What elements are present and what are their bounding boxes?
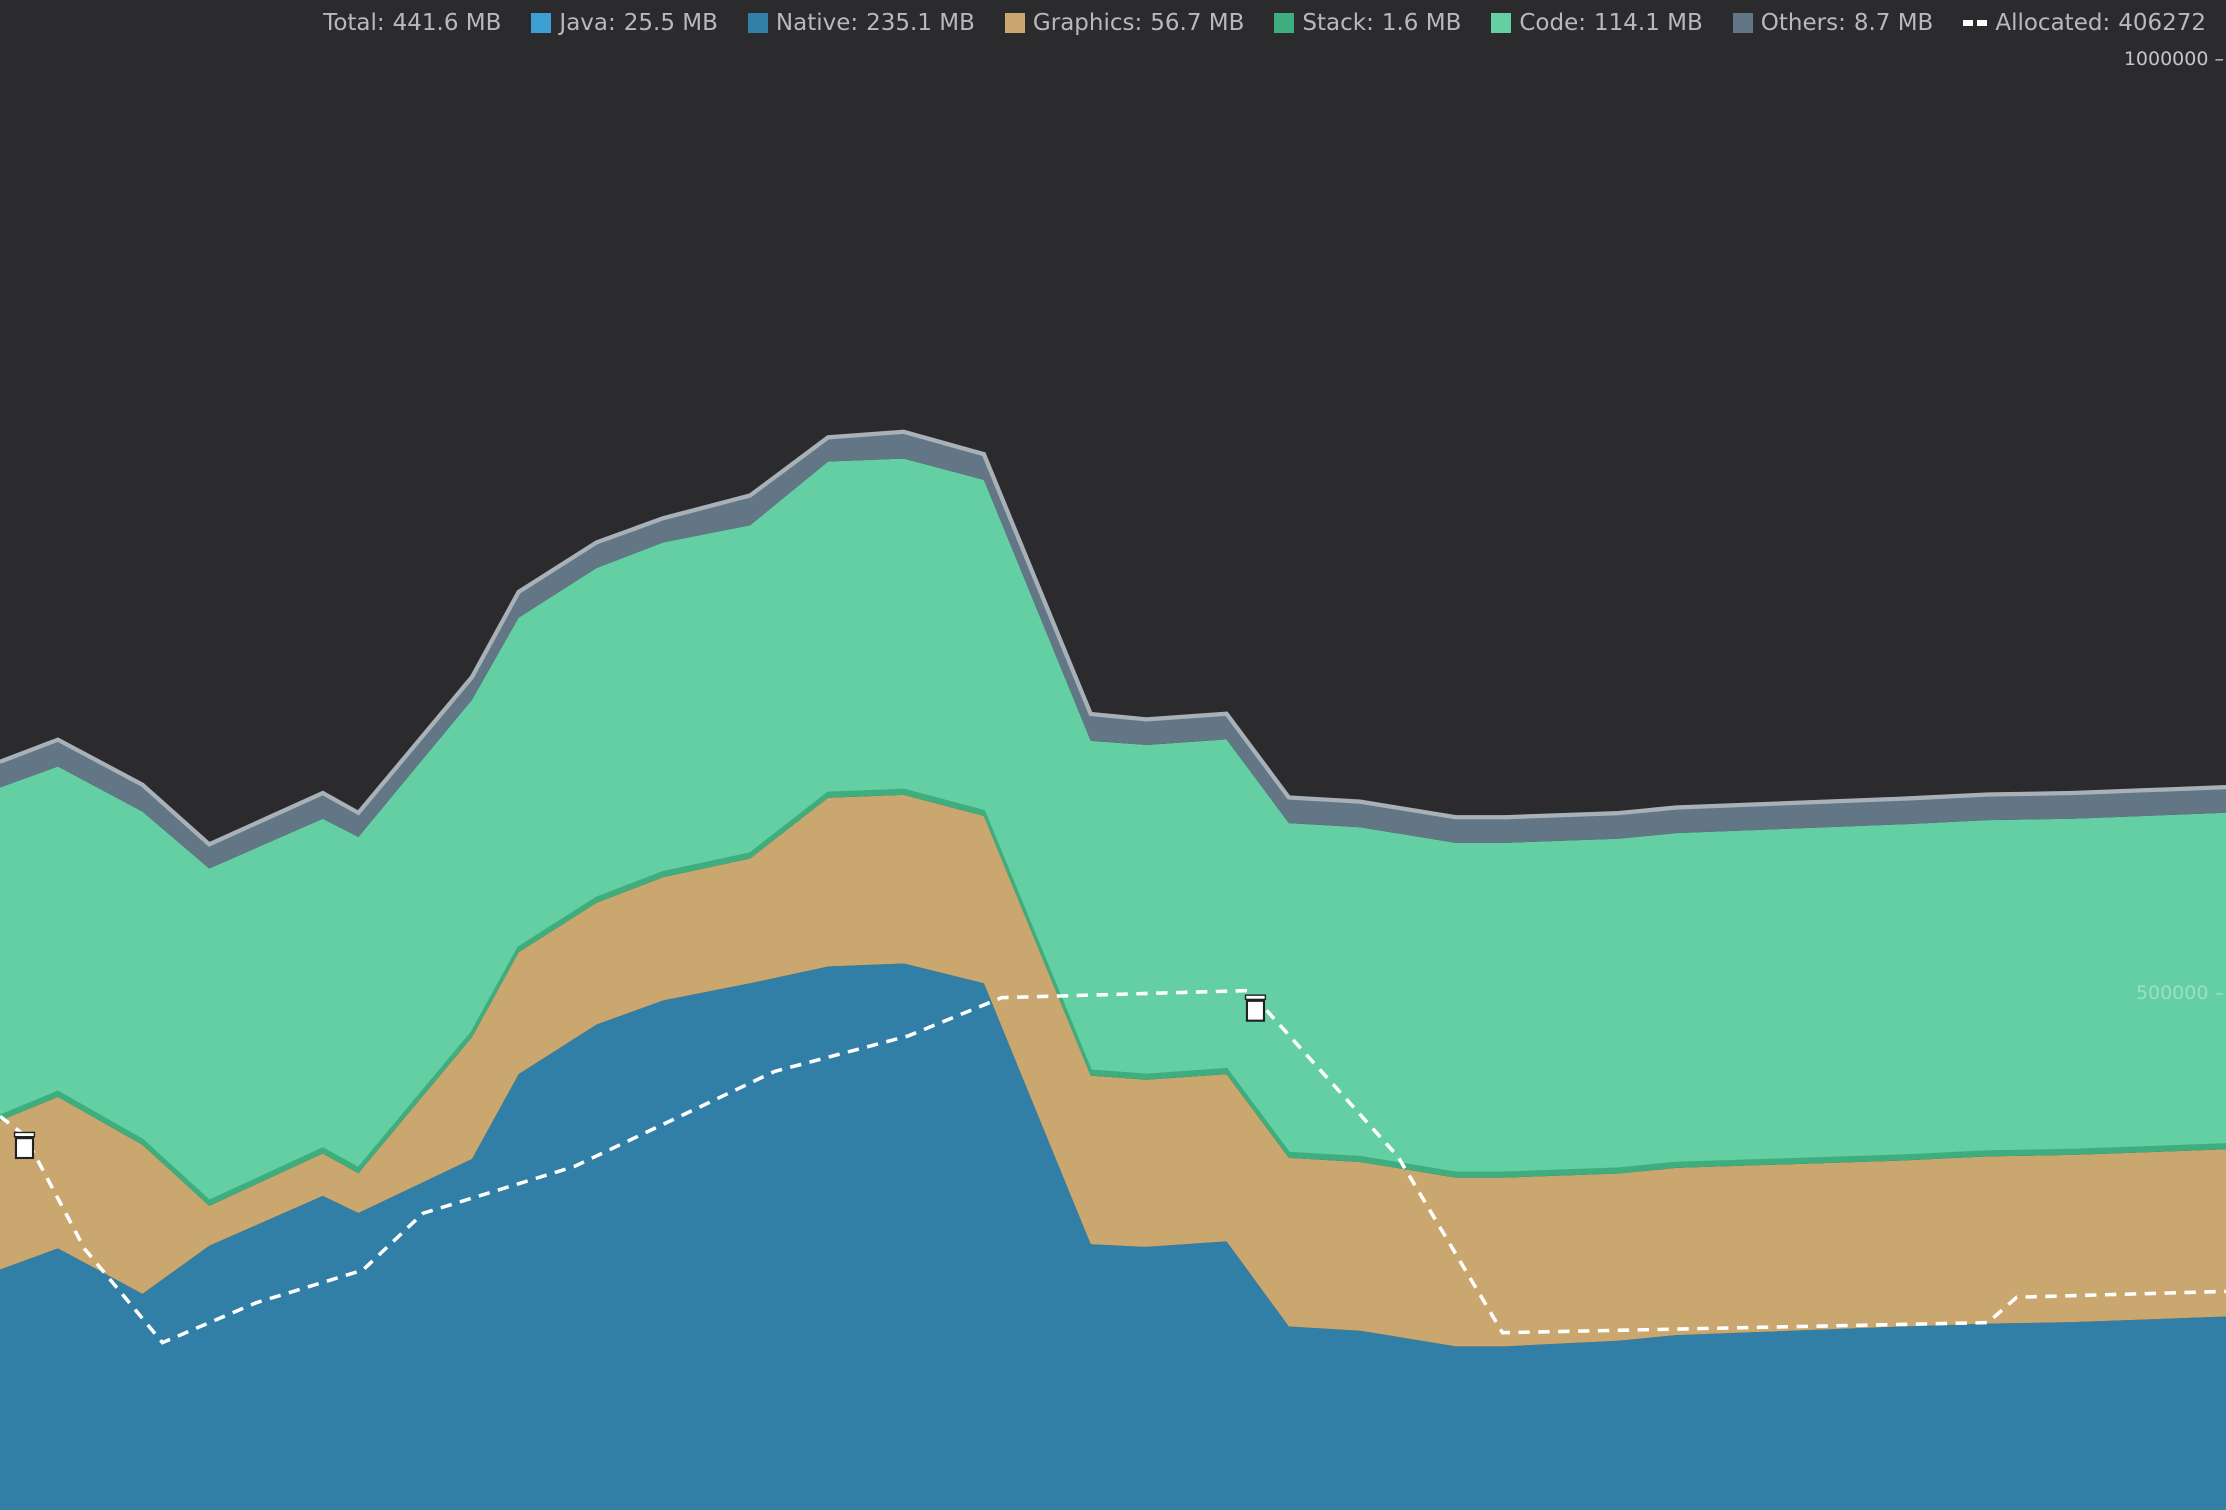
right-axis-tick-1000000: 1000000 – [2123, 48, 2224, 70]
area-native [0, 963, 2226, 1510]
area-graphics [0, 794, 2226, 1347]
legend-total-label: Total: [323, 10, 385, 36]
legend-java-value: 25.5 MB [623, 10, 718, 36]
legend-java: Java: 25.5 MB [531, 10, 718, 36]
tick-label: 500000 [2135, 982, 2209, 1004]
gc-trash-icon[interactable] [1244, 994, 1267, 1022]
legend-code: Code: 114.1 MB [1491, 10, 1703, 36]
others-swatch [1732, 13, 1753, 33]
stack-line [0, 788, 2226, 1203]
gc-trash-icon[interactable] [13, 1131, 36, 1160]
legend: Total: 441.6 MB Java: 25.5 MB Native: 235.… [323, 10, 2206, 36]
native-swatch [747, 13, 768, 33]
stack-swatch [1274, 13, 1295, 33]
legend-code-label: Code: [1519, 10, 1586, 36]
legend-allocated-value: 406272 [2118, 10, 2206, 36]
legend-code-value: 114.1 MB [1594, 10, 1703, 36]
right-axis-tick-500000: 500000 – [2135, 982, 2224, 1004]
legend-java-label: Java: [559, 10, 616, 36]
legend-graphics-label: Graphics: [1032, 10, 1143, 36]
legend-stack: Stack: 1.6 MB [1274, 10, 1461, 36]
area-code [0, 458, 2226, 1202]
code-swatch [1491, 13, 1512, 33]
legend-allocated: Allocated: 406272 [1963, 10, 2206, 36]
legend-total: Total: 441.6 MB [323, 10, 501, 36]
legend-stack-value: 1.6 MB [1381, 10, 1462, 36]
legend-others-value: 8.7 MB [1853, 10, 1934, 36]
dashed-line-icon [1963, 20, 1988, 26]
total-outline [0, 429, 2226, 847]
java-swatch [531, 13, 552, 33]
legend-stack-label: Stack: [1302, 10, 1374, 36]
graphics-swatch [1004, 13, 1025, 33]
legend-graphics: Graphics: 56.7 MB [1004, 10, 1245, 36]
legend-others-label: Others: [1760, 10, 1846, 36]
legend-allocated-label: Allocated: [1995, 10, 2111, 36]
legend-graphics-value: 56.7 MB [1150, 10, 1245, 36]
legend-native-value: 235.1 MB [866, 10, 975, 36]
allocated-line [0, 988, 2226, 1345]
tick-label: 1000000 [2123, 48, 2209, 70]
legend-others: Others: 8.7 MB [1732, 10, 1934, 36]
legend-total-value: 441.6 MB [392, 10, 502, 36]
legend-native: Native: 235.1 MB [747, 10, 975, 36]
legend-native-label: Native: [775, 10, 859, 36]
